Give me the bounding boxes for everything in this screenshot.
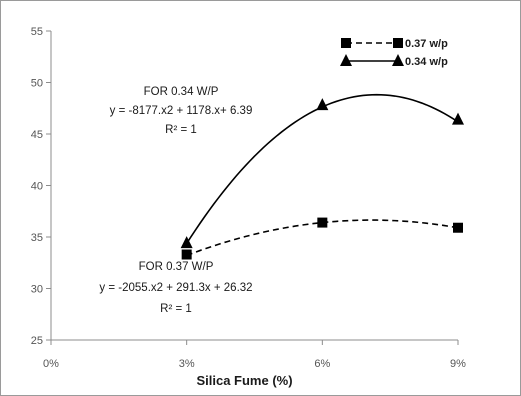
y-tick-label: 35 (31, 232, 43, 244)
x-tick-label: 6% (314, 358, 330, 370)
x-axis-title: Silica Fume (%) (196, 373, 292, 388)
legend-marker-square (341, 38, 351, 48)
data-point-triangle (316, 98, 329, 111)
data-point-square (453, 222, 463, 233)
data-point-triangle (452, 112, 464, 125)
x-tick-label: 0% (43, 358, 59, 370)
data-point-square (317, 217, 328, 228)
legend-label: 0.34 w/p (405, 56, 448, 68)
trendline-equation-text: y = -8177.x2 + 1178.x+ 6.39 (110, 105, 253, 117)
x-tick-label: 3% (179, 358, 195, 370)
data-point-square (181, 249, 192, 260)
trendline-equation-text: R² = 1 (160, 303, 192, 315)
y-tick-label: 55 (31, 26, 43, 38)
trendline-equation-text: y = -2055.x2 + 291.3x + 26.32 (99, 282, 252, 294)
y-tick-label: 40 (31, 181, 43, 193)
y-tick-label: 45 (31, 129, 43, 141)
legend-marker-triangle (340, 54, 352, 66)
trendline-equation-text: R² = 1 (165, 124, 197, 136)
y-tick-label: 30 (31, 284, 43, 296)
legend-label: 0.37 w/p (405, 38, 448, 50)
data-point-triangle (180, 236, 193, 249)
trendline-equation-text: FOR 0.34 W/P (144, 86, 219, 98)
trendline-equation-text: FOR 0.37 W/P (139, 261, 214, 273)
legend-marker-square (393, 38, 403, 48)
y-tick-label: 25 (31, 335, 43, 347)
y-tick-label: 50 (31, 78, 43, 90)
legend-marker-triangle (392, 54, 404, 66)
x-tick-label: 9% (450, 358, 466, 370)
series-line-w-p-0-37 (186, 219, 459, 257)
